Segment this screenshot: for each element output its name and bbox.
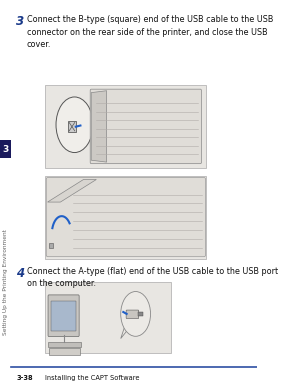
Bar (45, 282, 171, 353)
FancyBboxPatch shape (90, 89, 202, 164)
Text: 4: 4 (16, 267, 24, 280)
Bar (49, 348, 80, 355)
Text: Setting Up the Printing Environment: Setting Up the Printing Environment (3, 229, 8, 335)
Bar (0, 140, 11, 158)
Circle shape (56, 97, 93, 152)
Bar (68, 121, 76, 132)
Bar (45, 85, 206, 168)
Polygon shape (121, 325, 130, 339)
Circle shape (121, 291, 151, 336)
Text: Installing the CAPT Software: Installing the CAPT Software (44, 375, 139, 381)
FancyBboxPatch shape (126, 310, 139, 318)
FancyBboxPatch shape (48, 295, 79, 337)
Bar (49, 243, 53, 248)
Bar (47, 342, 81, 347)
Bar (138, 312, 143, 316)
Text: 3: 3 (16, 15, 24, 29)
FancyBboxPatch shape (46, 178, 206, 257)
Bar (45, 176, 206, 259)
Bar (51, 301, 76, 332)
Text: 3: 3 (2, 144, 9, 154)
Text: Connect the A-type (flat) end of the USB cable to the USB port
on the computer.: Connect the A-type (flat) end of the USB… (27, 267, 278, 288)
Text: 3-38: 3-38 (16, 375, 33, 381)
Polygon shape (91, 91, 106, 162)
Polygon shape (47, 179, 96, 202)
Text: Connect the B-type (square) end of the USB cable to the USB
connector on the rea: Connect the B-type (square) end of the U… (27, 15, 273, 49)
